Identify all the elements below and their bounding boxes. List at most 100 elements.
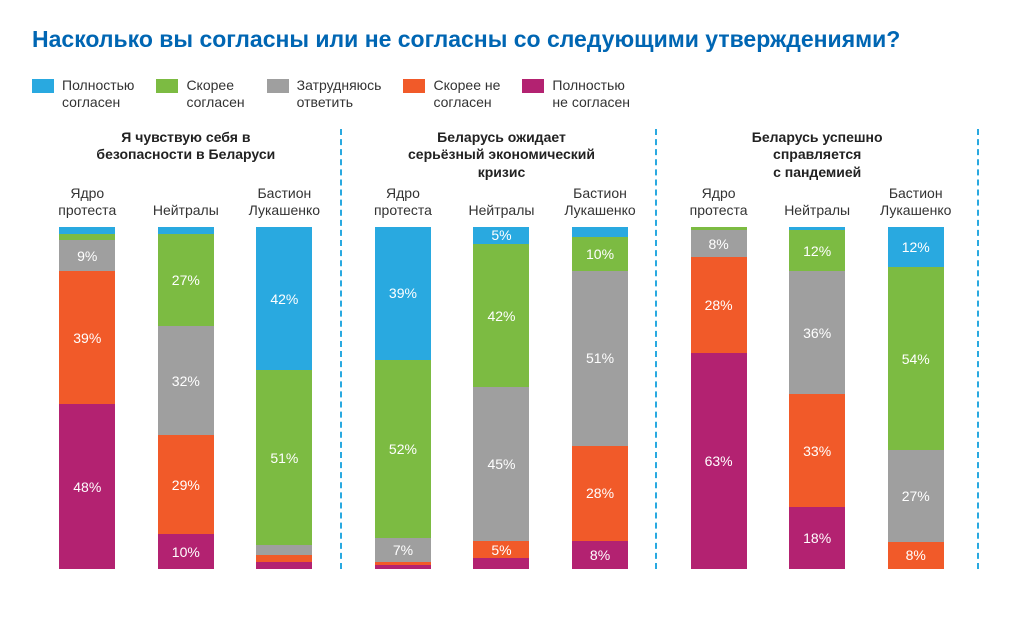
bar-segment-fully_disagree — [256, 562, 312, 569]
bar-segment-fully_disagree: 63% — [691, 353, 747, 568]
bar-segment-hard_to_say: 36% — [789, 271, 845, 394]
bar-column: Бастион Лукашенко 42% 51% — [244, 183, 324, 569]
bar-segment-hard_to_say: 45% — [473, 387, 529, 541]
bar-segment-fully_agree — [158, 227, 214, 234]
bar-column: Ядро протеста 9% 39% 48% — [47, 183, 127, 569]
segment-value: 12% — [803, 244, 831, 258]
segment-value: 28% — [586, 486, 614, 500]
stacked-bar: 10% 51% 28% 8% — [572, 227, 628, 569]
bar-segment-rather_agree: 12% — [789, 230, 845, 271]
bar-segment-hard_to_say: 9% — [59, 240, 115, 271]
stacked-bar: 12% 36% 33% 18% — [789, 227, 845, 569]
bar-segment-hard_to_say — [256, 545, 312, 555]
segment-value: 42% — [487, 309, 515, 323]
stacked-bar: 8%28%63% — [691, 227, 747, 569]
segment-value: 39% — [389, 286, 417, 300]
bar-segment-fully_agree — [572, 227, 628, 237]
legend-swatch — [156, 79, 178, 93]
panel-title: Беларусь успешно справляется с пандемией — [663, 129, 971, 183]
legend-swatch — [267, 79, 289, 93]
bar-segment-rather_agree: 51% — [256, 370, 312, 544]
segment-value: 52% — [389, 442, 417, 456]
bar-segment-rather_agree: 27% — [158, 234, 214, 326]
segment-value: 63% — [705, 454, 733, 468]
bar-segment-rather_disagree: 28% — [572, 446, 628, 542]
bar-segment-fully_agree: 39% — [375, 227, 431, 360]
segment-value: 8% — [708, 237, 728, 251]
segment-value: 10% — [172, 545, 200, 559]
bar-segment-rather_disagree: 8% — [888, 542, 944, 569]
bar-segment-fully_disagree: 48% — [59, 404, 115, 568]
bar-segment-fully_disagree — [473, 558, 529, 568]
bar-column: Бастион Лукашенко 10% 51% 28% 8% — [560, 183, 640, 569]
bar-segment-fully_disagree: 8% — [572, 541, 628, 568]
panel-title: Беларусь ожидает серьёзный экономический… — [348, 129, 656, 183]
segment-value: 12% — [902, 240, 930, 254]
segment-value: 54% — [902, 352, 930, 366]
legend-label: Затрудняюсь ответить — [297, 77, 382, 111]
bar-segment-rather_disagree: 29% — [158, 435, 214, 534]
legend-swatch — [32, 79, 54, 93]
bar-segment-rather_disagree — [256, 555, 312, 562]
bar-segment-fully_disagree: 18% — [789, 507, 845, 569]
panel: Беларусь ожидает серьёзный экономический… — [340, 129, 656, 569]
bar-segment-fully_agree: 5% — [473, 227, 529, 244]
bar-segment-hard_to_say: 8% — [691, 230, 747, 257]
bar-segment-rather_disagree: 33% — [789, 394, 845, 507]
legend-item: Скорее согласен — [156, 77, 244, 111]
bar-segment-hard_to_say: 51% — [572, 271, 628, 445]
bar-label: Нейтралы — [469, 183, 535, 219]
bar-segment-fully_agree: 42% — [256, 227, 312, 371]
bar-column: Нейтралы 12% 36% 33% 18% — [777, 183, 857, 569]
panel-title: Я чувствую себя в безопасности в Беларус… — [32, 129, 340, 183]
bar-label: Нейтралы — [153, 183, 219, 219]
legend-item: Полностью не согласен — [522, 77, 630, 111]
bars-row: Ядро протеста8%28%63%Нейтралы12%36%33%18… — [663, 183, 971, 569]
segment-value: 27% — [172, 273, 200, 287]
bar-column: Ядро протеста 39% 52% 7% — [363, 183, 443, 569]
legend-swatch — [403, 79, 425, 93]
panel: Я чувствую себя в безопасности в Беларус… — [32, 129, 340, 569]
bar-segment-rather_agree — [59, 234, 115, 241]
bars-row: Ядро протеста 39% 52% 7% Нейтралы 5% 42% 45% 5% Б… — [348, 183, 656, 569]
bar-label: Ядро протеста — [374, 183, 432, 219]
segment-value: 10% — [586, 247, 614, 261]
segment-value: 33% — [803, 444, 831, 458]
bar-label: Бастион Лукашенко — [249, 183, 320, 219]
segment-value: 29% — [172, 478, 200, 492]
legend-label: Полностью согласен — [62, 77, 134, 111]
bar-column: Нейтралы 27% 32% 29% 10% — [146, 183, 226, 569]
bar-segment-rather_disagree: 39% — [59, 271, 115, 404]
chart-title: Насколько вы согласны или не согласны со… — [32, 24, 979, 55]
segment-value: 5% — [491, 228, 511, 242]
stacked-bar: 12% 54% 27% 8% — [888, 227, 944, 569]
bar-segment-fully_disagree: 10% — [158, 534, 214, 568]
bar-segment-rather_agree: 42% — [473, 244, 529, 388]
bar-segment-fully_agree: 12% — [888, 227, 944, 268]
legend: Полностью согласен Скорее согласен Затрудн… — [32, 77, 979, 111]
segment-value: 45% — [487, 457, 515, 471]
legend-label: Скорее не согласен — [433, 77, 500, 111]
bars-row: Ядро протеста 9% 39% 48% Нейтралы 27% 32% 29% 10… — [32, 183, 340, 569]
bar-segment-rather_agree: 10% — [572, 237, 628, 271]
bar-label: Нейтралы — [784, 183, 850, 219]
bar-segment-hard_to_say: 32% — [158, 326, 214, 435]
stacked-bar: 39% 52% 7% — [375, 227, 431, 569]
stacked-bar: 9% 39% 48% — [59, 227, 115, 569]
segment-value: 51% — [270, 451, 298, 465]
legend-item: Скорее не согласен — [403, 77, 500, 111]
segment-value: 18% — [803, 531, 831, 545]
bar-column: Ядро протеста8%28%63% — [679, 183, 759, 569]
legend-item: Затрудняюсь ответить — [267, 77, 382, 111]
segment-value: 5% — [491, 543, 511, 557]
segment-value: 51% — [586, 351, 614, 365]
segment-value: 9% — [77, 249, 97, 263]
bar-label: Ядро протеста — [58, 183, 116, 219]
bar-segment-fully_disagree — [375, 565, 431, 568]
segment-value: 27% — [902, 489, 930, 503]
bar-label: Бастион Лукашенко — [564, 183, 635, 219]
segment-value: 7% — [393, 543, 413, 557]
panels-container: Я чувствую себя в безопасности в Беларус… — [32, 129, 979, 569]
segment-value: 39% — [73, 331, 101, 345]
panel: Беларусь успешно справляется с пандемией… — [655, 129, 979, 569]
